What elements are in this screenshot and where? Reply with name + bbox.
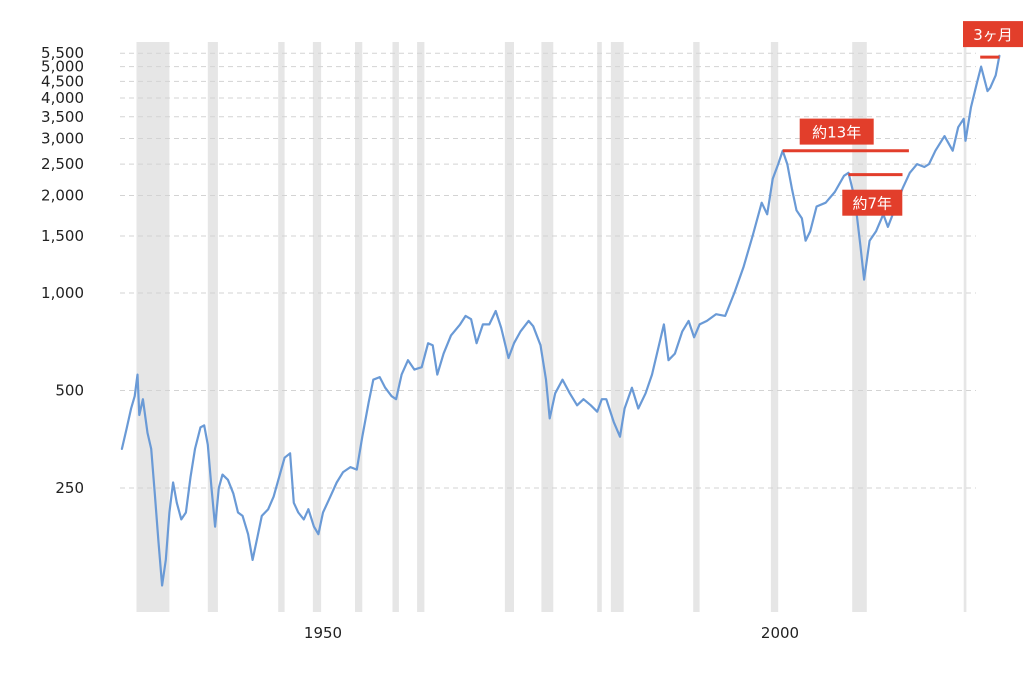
annotation-label: 約7年 <box>853 195 893 213</box>
y-tick-label: 1,000 <box>41 284 84 302</box>
annotation-label-box <box>963 21 1023 48</box>
y-tick-label: 500 <box>55 382 84 400</box>
recession-bands <box>136 42 967 612</box>
y-axis-tick-labels: 250 500 1,000 1,500 2,000 2,500 3,000 3,5004,00… <box>41 44 84 497</box>
x-tick-label: 1950 <box>304 624 342 642</box>
y-tick-label: 4,000 <box>41 89 84 107</box>
y-tick-label: 2,500 <box>41 155 84 173</box>
annotation-label: 3ヶ月 <box>973 26 1013 44</box>
y-tick-label: 3,500 <box>41 108 84 126</box>
recession-band <box>770 42 779 612</box>
y-tick-label: 2,000 <box>41 187 84 205</box>
recession-band <box>610 42 624 612</box>
recession-band <box>355 42 363 612</box>
y-tick-label: 250 <box>55 479 84 497</box>
series-line <box>120 54 1001 587</box>
recession-band <box>597 42 602 612</box>
annotation-label-box <box>799 118 874 145</box>
y-tick-label: 5,500 <box>41 44 84 62</box>
x-axis-tick-labels: 1950 2000 <box>304 624 799 642</box>
recession-band <box>541 42 554 612</box>
recession-band <box>278 42 285 612</box>
recession-band <box>504 42 514 612</box>
annotation-label-box <box>842 189 903 216</box>
recession-band <box>207 42 218 612</box>
x-tick-label: 2000 <box>761 624 799 642</box>
recession-band <box>417 42 425 612</box>
recession-band <box>136 42 170 612</box>
y-tick-label: 4,500 <box>41 72 84 90</box>
recession-band <box>392 42 399 612</box>
series-lines <box>120 54 1001 587</box>
y-tick-label: 1,500 <box>41 227 84 245</box>
y-tick-label: 3,000 <box>41 130 84 148</box>
annotation-label: 約13年 <box>812 124 861 142</box>
recession-band <box>312 42 322 612</box>
recession-band <box>693 42 700 612</box>
recession-band <box>963 42 967 612</box>
y-tick-label: 5,000 <box>41 58 84 76</box>
recession-band <box>852 42 867 612</box>
